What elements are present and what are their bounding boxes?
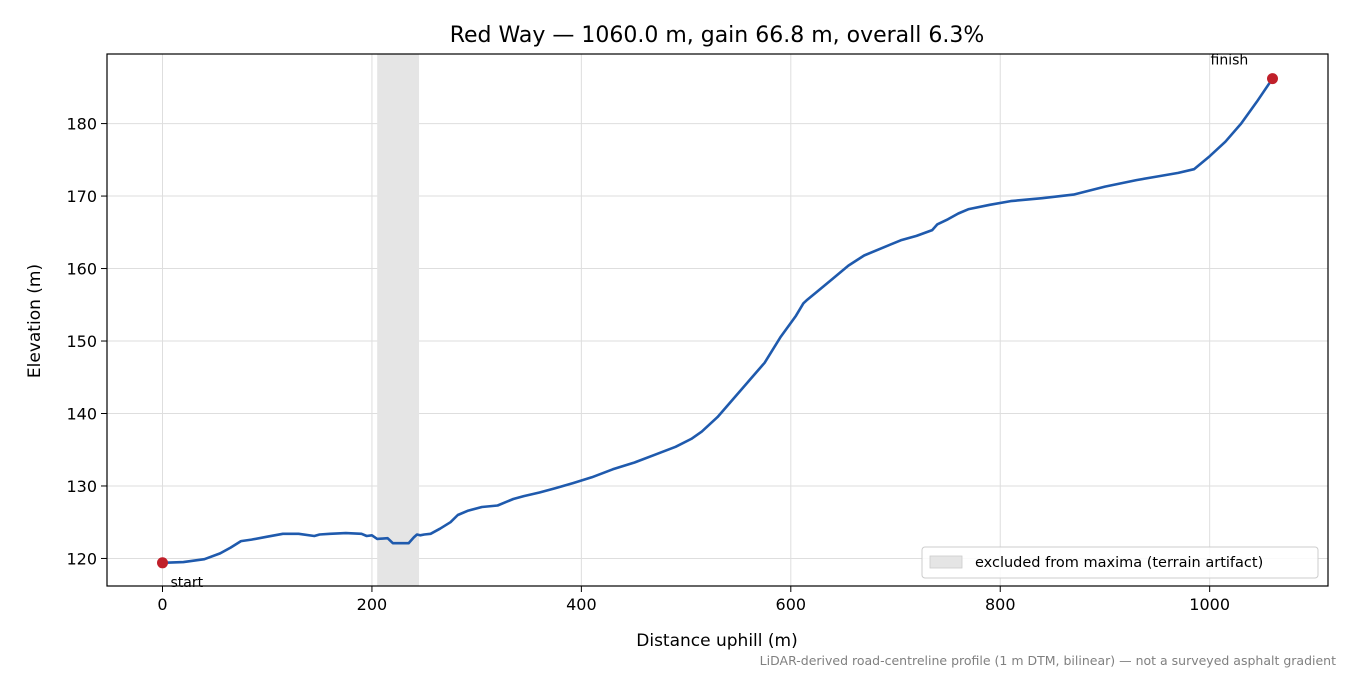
- marker-layer: [157, 73, 1278, 569]
- x-tick-label: 800: [985, 595, 1016, 614]
- legend: excluded from maxima (terrain artifact): [921, 546, 1319, 579]
- y-tick-label: 180: [66, 115, 97, 134]
- y-tick-label: 150: [66, 332, 97, 351]
- legend-box: [921, 546, 1319, 579]
- y-tick-label: 170: [66, 187, 97, 206]
- y-tick-label: 130: [66, 477, 97, 496]
- x-tick-label: 1000: [1189, 595, 1230, 614]
- x-tick-label: 400: [566, 595, 597, 614]
- x-tick-label: 200: [357, 595, 388, 614]
- band-layer: [377, 54, 420, 586]
- finish-marker: [1267, 73, 1278, 85]
- x-axis-label: Distance uphill (m): [636, 631, 797, 651]
- plot-frame: [106, 53, 1329, 587]
- y-axis-label: Elevation (m): [25, 264, 45, 378]
- x-tick-label: 600: [776, 595, 807, 614]
- start-marker: [157, 557, 168, 569]
- legend-label-excluded-band: excluded from maxima (terrain artifact): [975, 555, 1263, 571]
- elevation-line: [161, 77, 1274, 565]
- start-marker-label: start: [171, 575, 204, 591]
- y-tick-label: 120: [66, 549, 97, 568]
- line-layer: [161, 77, 1274, 565]
- y-tick-label: 160: [66, 260, 97, 279]
- chart-title: Red Way — 1060.0 m, gain 66.8 m, overall…: [450, 23, 985, 48]
- excluded-band: [377, 54, 420, 586]
- footnote: LiDAR-derived road-centreline profile (1…: [760, 653, 1336, 668]
- y-tick-label: 140: [66, 404, 97, 423]
- ticks: 0 200 400 600 800 1000 120 130 140 150 160 170 180: [66, 115, 1230, 614]
- finish-marker-label: finish: [1211, 53, 1249, 69]
- x-tick-label: 0: [157, 595, 167, 614]
- legend-swatch: [929, 555, 963, 569]
